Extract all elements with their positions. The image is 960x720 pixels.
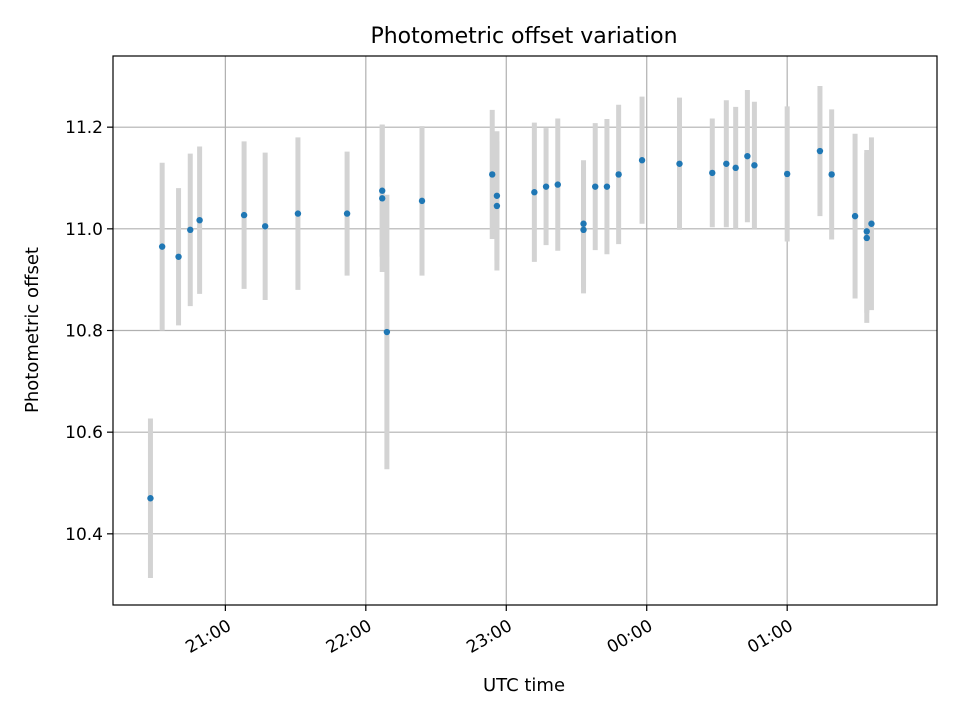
- data-point: [261, 223, 269, 230]
- data-point: [175, 253, 182, 260]
- x-axis-label: UTC time: [483, 675, 565, 696]
- data-point: [592, 183, 599, 190]
- data-point: [542, 183, 550, 190]
- data-point: [379, 195, 386, 202]
- chart-title: Photometric offset variation: [370, 24, 677, 49]
- data-point: [851, 212, 859, 220]
- data-point: [294, 210, 302, 217]
- grid: [113, 56, 937, 605]
- data-point: [751, 162, 758, 169]
- data-point: [554, 181, 561, 188]
- data-point: [493, 192, 501, 199]
- data-points: [147, 147, 875, 502]
- data-point: [603, 183, 611, 190]
- data-point: [723, 160, 730, 167]
- data-point: [709, 169, 716, 177]
- y-ticks: 10.4 10.6 10.8 11.0 11.2: [65, 118, 113, 545]
- data-point: [531, 189, 538, 196]
- data-point: [732, 164, 739, 172]
- data-point: [580, 220, 587, 227]
- data-point: [828, 171, 835, 178]
- data-point: [638, 157, 646, 164]
- data-point: [489, 171, 496, 178]
- data-point: [676, 160, 683, 167]
- data-point: [240, 211, 248, 219]
- data-point: [863, 234, 870, 242]
- y-tick-label: 10.4: [65, 525, 103, 545]
- data-point: [744, 152, 751, 160]
- data-point: [383, 328, 391, 336]
- data-point: [158, 243, 166, 250]
- y-tick-label: 10.6: [65, 423, 103, 443]
- data-point: [580, 226, 587, 234]
- y-tick-label: 10.8: [65, 322, 103, 342]
- data-point: [863, 228, 870, 235]
- data-point: [147, 495, 154, 502]
- data-point: [187, 226, 194, 234]
- data-point: [816, 147, 824, 155]
- y-axis-label: Photometric offset: [22, 247, 43, 413]
- data-point: [379, 187, 386, 194]
- data-point: [343, 210, 351, 217]
- data-point: [615, 171, 622, 178]
- data-point: [493, 202, 501, 210]
- data-point: [783, 170, 791, 178]
- y-tick-label: 11.2: [65, 118, 103, 138]
- y-tick-label: 11.0: [65, 220, 103, 240]
- data-point: [868, 220, 875, 227]
- data-point: [196, 216, 203, 224]
- data-point: [418, 197, 426, 205]
